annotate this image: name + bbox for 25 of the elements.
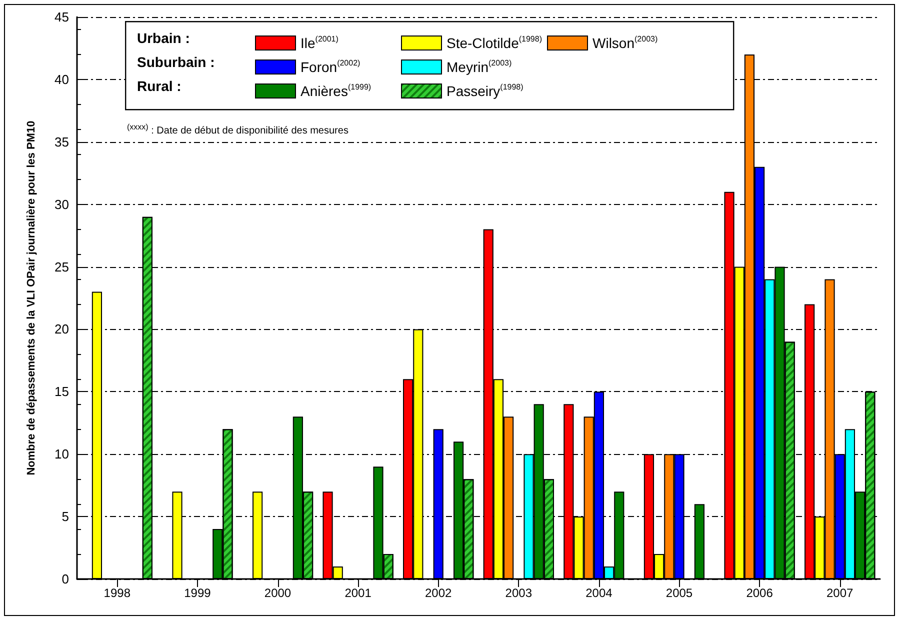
x-tick-label: 2007 <box>826 586 854 600</box>
y-tick-label: 40 <box>54 72 69 87</box>
y-tick-label: 15 <box>54 384 69 400</box>
x-tick-label: 2006 <box>746 586 774 600</box>
x-tick-label: 2003 <box>505 586 532 600</box>
y-tick-label: 5 <box>62 509 69 524</box>
annotation: Urbain : <box>137 30 190 46</box>
y-axis-title: Nombre de dépassements de la VLI OPair journalière pour les PM10 <box>26 120 38 476</box>
y-tick-label: 35 <box>54 134 69 150</box>
x-tick-label: 1998 <box>104 586 131 600</box>
y-tick-label: 20 <box>54 322 69 337</box>
annotation: Suburbain : <box>137 54 215 70</box>
x-tick-label: 2000 <box>264 586 292 600</box>
y-tick-label: 0 <box>62 572 69 586</box>
y-tick-label: 30 <box>54 196 69 212</box>
annotation: (xxxx) : Date de début de disponibilité des mesures <box>127 122 348 136</box>
annotation: Rural : <box>137 78 182 94</box>
y-tick-label: 10 <box>54 446 69 462</box>
x-tick-label: 1999 <box>184 586 212 600</box>
x-tick-label: 2004 <box>586 586 613 600</box>
x-tick-label: 2005 <box>666 586 693 600</box>
x-tick-label: 2001 <box>344 586 372 600</box>
y-tick-label: 45 <box>54 10 69 24</box>
y-tick-label: 25 <box>54 259 69 274</box>
x-tick-label: 2002 <box>425 586 452 600</box>
